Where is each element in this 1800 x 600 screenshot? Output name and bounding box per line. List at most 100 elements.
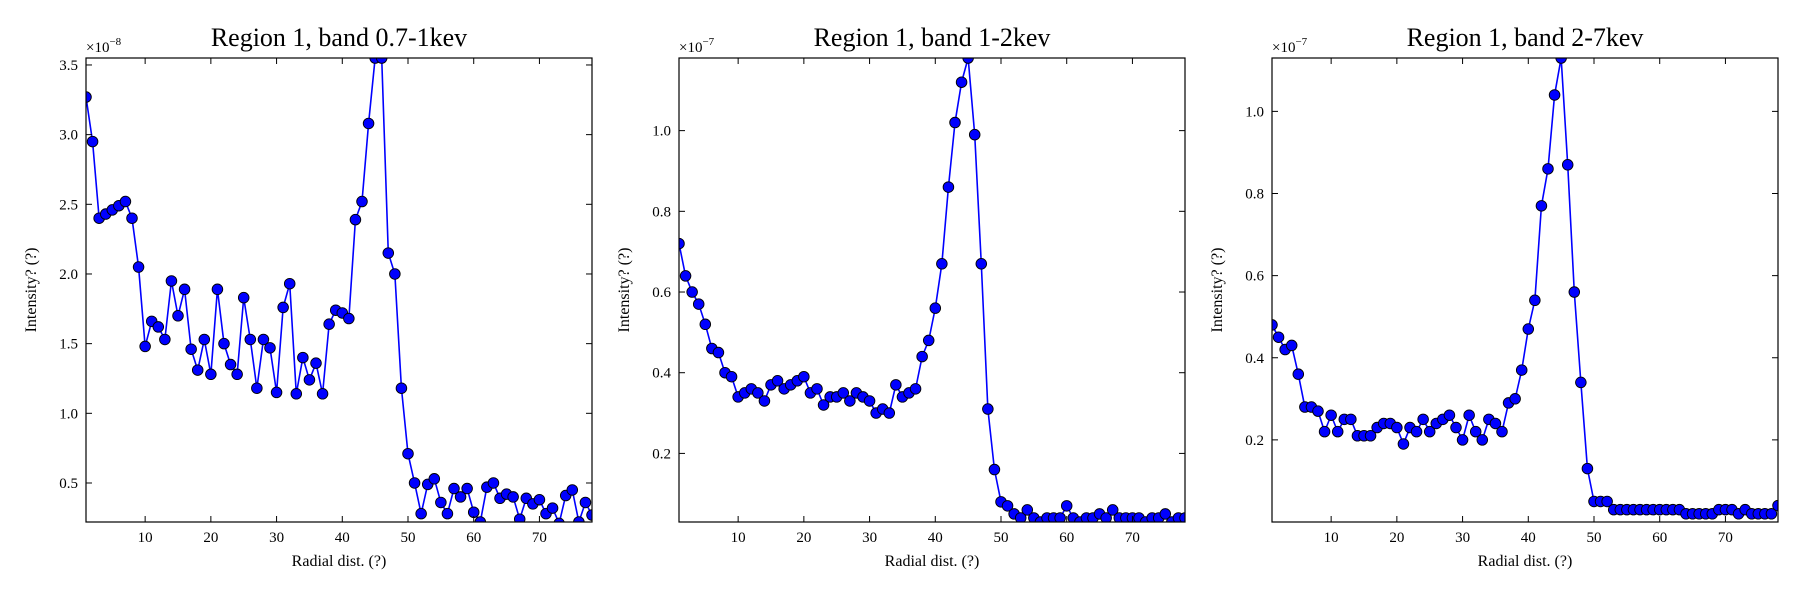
chart-2-point — [712, 346, 725, 359]
chart-3-point — [1331, 425, 1344, 438]
chart-1-xtick-label: 30 — [269, 530, 284, 546]
chart-3-point — [1450, 421, 1462, 434]
chart-1-point — [277, 301, 289, 314]
chart-1-point — [395, 382, 408, 394]
chart-2-point — [1001, 500, 1014, 512]
chart-3-point — [1285, 339, 1298, 352]
chart-3-xtick-label: 40 — [1521, 530, 1536, 546]
chart-1-point — [205, 368, 217, 381]
chart-2-xtick-label: 30 — [862, 530, 877, 546]
chart-2-point — [692, 298, 705, 310]
chart-2-point — [883, 407, 896, 419]
chart-2-point — [699, 318, 712, 331]
chart-1-point — [553, 517, 565, 522]
chart-3-xtick-label: 70 — [1718, 530, 1733, 546]
chart-2-point — [1100, 512, 1112, 522]
chart-3-point — [1529, 294, 1541, 307]
chart-1-point — [402, 447, 414, 460]
chart-3-ytick-label: 0.6 — [1245, 269, 1264, 285]
chart-3-point — [1496, 425, 1508, 438]
chart-1-point — [573, 516, 585, 522]
chart-3-point — [1325, 409, 1337, 421]
chart-3-multiplier-exp: −7 — [1295, 36, 1307, 48]
chart-3-point — [1561, 159, 1574, 171]
chart-1-xtick-label: 40 — [335, 530, 350, 546]
chart-1-point — [586, 509, 592, 521]
chart-1-xtick-label: 20 — [203, 530, 218, 546]
chart-3-point — [1535, 200, 1548, 212]
chart-1-xtick-label: 10 — [138, 530, 153, 546]
chart-1-point — [533, 493, 546, 506]
chart-3-title: Region 1, band 2-7kev — [1407, 23, 1644, 52]
chart-1-point — [454, 491, 467, 503]
chart-2-point — [922, 334, 935, 347]
chart-1-point — [270, 386, 283, 399]
chart-1-point — [283, 277, 296, 290]
chart-3-series — [1272, 58, 1778, 520]
chart-3-point — [1318, 425, 1331, 438]
chart-1-point — [86, 135, 99, 148]
chart-1-point — [231, 368, 243, 381]
chart-2-xtick-label: 10 — [731, 530, 746, 546]
chart-1-point — [362, 117, 375, 130]
chart-1-point — [191, 364, 204, 376]
chart-1-xtick-label: 60 — [466, 530, 481, 546]
chart-2-point — [942, 181, 955, 193]
chart-1-point — [408, 477, 421, 489]
chart-1-ytick-label: 0.5 — [59, 476, 78, 492]
chart-3-ytick-label: 0.2 — [1245, 433, 1264, 449]
chart-1-point — [218, 337, 230, 350]
chart-3-point — [1522, 323, 1535, 335]
chart-2-point — [844, 395, 856, 407]
chart-1-ytick-label: 2.5 — [59, 197, 78, 213]
chart-3-ytick-label: 1.0 — [1245, 104, 1264, 120]
chart-1-point — [356, 195, 368, 208]
chart-1-point — [566, 484, 579, 496]
chart-1-point — [86, 91, 92, 103]
chart-1-point — [487, 477, 500, 489]
chart-2-xlabel: Radial dist. (?) — [885, 553, 980, 570]
chart-3-xtick-label: 30 — [1455, 530, 1470, 546]
chart-1-point — [579, 496, 592, 509]
chart-2-series — [679, 58, 1185, 522]
chart-1-ytick-label: 1.0 — [59, 406, 78, 422]
chart-1-point — [237, 291, 250, 304]
chart-1-point — [126, 212, 138, 224]
chart-3-point — [1568, 286, 1581, 298]
chart-1-point — [257, 333, 270, 346]
chart-2-xtick-label: 40 — [928, 530, 943, 546]
chart-3-ylabel: Intensity? (?) — [1209, 248, 1226, 333]
chart-3-point — [1765, 508, 1778, 520]
chart-3-point — [1292, 368, 1305, 380]
chart-2-multiplier-base: ×10 — [679, 40, 702, 56]
chart-2-ytick-label: 0.2 — [652, 446, 671, 462]
chart-3: Region 1, band 2-7kev ×10−7 10 20 30 40 50 60 70… — [1209, 23, 1779, 570]
chart-2-xtick-label: 70 — [1125, 530, 1140, 546]
chart-2-point — [890, 379, 902, 391]
chart-3-point — [1548, 89, 1561, 101]
chart-2-point — [916, 350, 928, 363]
chart-2-series-line — [679, 58, 1185, 522]
chart-3-point — [1443, 409, 1456, 421]
chart-3-point — [1476, 434, 1489, 446]
chart-1-ytick-label: 1.5 — [59, 337, 78, 353]
chart-1-point — [349, 213, 362, 226]
chart-1-series — [86, 58, 592, 522]
chart-3-point — [1312, 405, 1324, 417]
chart-3-point — [1345, 413, 1357, 426]
chart-2-point — [752, 387, 764, 399]
chart-3-multiplier-base: ×10 — [1272, 40, 1295, 56]
chart-1-point — [513, 513, 526, 522]
chart-2-ytick-label: 1.0 — [652, 124, 671, 140]
chart-3-point — [1581, 462, 1594, 475]
chart-1-point — [323, 318, 335, 330]
chart-1-xtick-label: 50 — [401, 530, 416, 546]
chart-3-xtick-label: 20 — [1389, 530, 1404, 546]
chart-3-multiplier: ×10−7 — [1272, 36, 1308, 56]
chart-3-point — [1397, 438, 1410, 450]
chart-3-xlabel: Radial dist. (?) — [1478, 553, 1573, 570]
chart-1-point — [297, 351, 309, 364]
chart-3-series-line — [1272, 58, 1778, 515]
chart-2-point — [686, 286, 698, 298]
chart-1-point — [310, 357, 322, 369]
